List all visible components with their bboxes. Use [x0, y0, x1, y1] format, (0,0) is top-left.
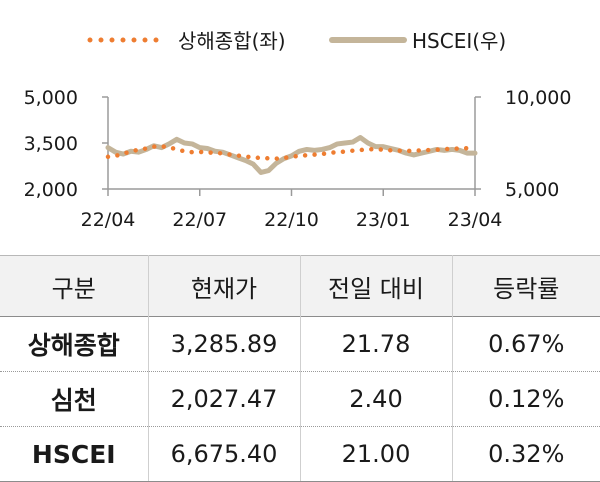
header-daily-change: 전일 대비: [299, 255, 452, 317]
row-daily-change: 2.40: [299, 371, 452, 427]
table-row: 상해종합 3,285.89 21.78 0.67%: [0, 316, 600, 372]
table-header-row: 구분 현재가 전일 대비 등락률: [0, 255, 600, 317]
table-row: HSCEI 6,675.40 21.00 0.32%: [0, 426, 600, 482]
y-right-tick-label: 10,000: [505, 87, 571, 109]
x-tick-label: 23/04: [448, 209, 503, 231]
x-tick-label: 23/01: [356, 209, 411, 231]
header-category: 구분: [0, 255, 148, 317]
row-daily-change: 21.78: [299, 316, 452, 372]
row-change-rate: 0.12%: [451, 371, 600, 427]
row-change-rate: 0.67%: [451, 316, 600, 372]
x-tick-label: 22/10: [264, 209, 319, 231]
index-quote-table: 구분 현재가 전일 대비 등락률 상해종합 3,285.89 21.78 0.6…: [0, 255, 600, 482]
y-left-tick-label: 3,500: [24, 133, 78, 155]
index-line-chart: 상해종합(좌) HSCEI(우) 2,000 3,500 5,000 5,000 10,0…: [24, 29, 572, 231]
row-change-rate: 0.32%: [451, 426, 600, 482]
chart-series: [105, 134, 478, 175]
legend-label: 상해종합(좌): [178, 29, 286, 53]
row-daily-change: 21.00: [299, 426, 452, 482]
y-left-tick-label: 5,000: [24, 87, 78, 109]
y-right-tick-label: 5,000: [505, 179, 559, 201]
row-current-price: 2,027.47: [147, 371, 300, 427]
row-current-price: 3,285.89: [147, 316, 300, 372]
header-change-rate: 등락률: [451, 255, 600, 317]
x-tick-label: 22/04: [81, 209, 136, 231]
chart-legend: 상해종합(좌) HSCEI(우): [87, 29, 506, 53]
chart-axes: 2,000 3,500 5,000 5,000 10,000 22/04 22/07 22/1…: [24, 87, 572, 231]
row-current-price: 6,675.40: [147, 426, 300, 482]
hscei-line: [105, 134, 478, 175]
legend-label: HSCEI(우): [412, 29, 506, 53]
y-left-tick-label: 2,000: [24, 179, 78, 201]
row-name: 심천: [0, 371, 148, 427]
header-current-price: 현재가: [147, 255, 300, 317]
row-name: HSCEI: [0, 426, 148, 482]
row-name: 상해종합: [0, 316, 148, 372]
x-tick-label: 22/07: [172, 209, 227, 231]
table-row: 심천 2,027.47 2.40 0.12%: [0, 371, 600, 427]
